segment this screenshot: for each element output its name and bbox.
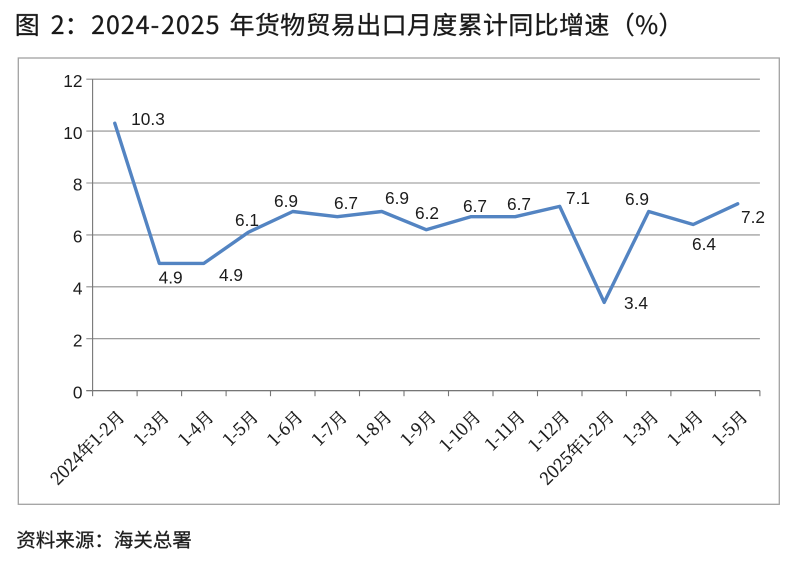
svg-text:4.9: 4.9 [219, 265, 243, 285]
svg-text:2: 2 [73, 330, 83, 350]
svg-text:4: 4 [73, 279, 83, 299]
svg-text:6.9: 6.9 [625, 189, 649, 209]
svg-text:6.7: 6.7 [334, 193, 358, 213]
svg-text:6.7: 6.7 [463, 196, 487, 216]
svg-text:6.4: 6.4 [692, 234, 716, 254]
svg-text:10: 10 [63, 123, 82, 143]
svg-text:3.4: 3.4 [624, 293, 648, 313]
svg-text:6.7: 6.7 [507, 194, 531, 214]
svg-text:7.2: 7.2 [741, 207, 765, 227]
svg-text:8: 8 [73, 175, 83, 195]
svg-text:6.9: 6.9 [385, 188, 409, 208]
svg-text:10.3: 10.3 [131, 109, 165, 129]
svg-text:6.9: 6.9 [274, 191, 298, 211]
svg-text:0: 0 [73, 382, 83, 402]
svg-text:6.1: 6.1 [235, 210, 259, 230]
svg-text:6.2: 6.2 [415, 203, 439, 223]
svg-text:6: 6 [73, 227, 83, 247]
svg-text:7.1: 7.1 [566, 188, 590, 208]
svg-text:12: 12 [63, 71, 82, 91]
svg-text:4.9: 4.9 [159, 268, 183, 288]
